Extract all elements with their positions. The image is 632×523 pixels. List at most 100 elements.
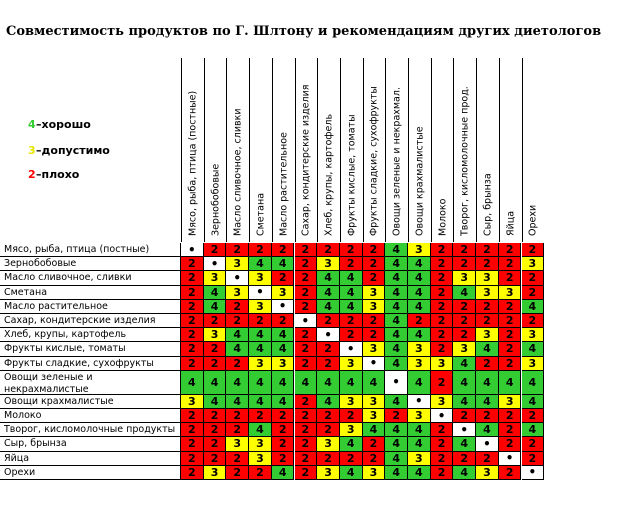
legend-item-bad: 2–плохо (28, 168, 79, 181)
table-cell: 3 (271, 356, 295, 371)
table-cell: 2 (430, 423, 454, 438)
table-cell: 2 (226, 299, 250, 314)
table-cell: 2 (317, 409, 340, 424)
table-cell: 2 (476, 243, 499, 258)
table-cell: 4 (271, 394, 295, 409)
table-cell: 2 (271, 271, 295, 286)
table-cell: 2 (521, 271, 545, 286)
table-cell: • (521, 465, 545, 480)
column-header: Зернобобовые (203, 58, 227, 242)
table-cell: 4 (385, 328, 408, 343)
column-header-label: Хлеб, крупы, картофель (323, 113, 335, 236)
table-cell: 2 (294, 437, 318, 452)
table-cell: 4 (317, 394, 340, 409)
table-cell: 4 (226, 342, 250, 357)
table-cell: 2 (317, 423, 340, 438)
table-cell: 3 (498, 285, 522, 300)
table-cell: 4 (203, 394, 227, 409)
table-cell: 2 (294, 328, 318, 343)
table-cell: • (181, 243, 204, 258)
table-cell: 2 (430, 271, 454, 286)
table-cell: 2 (430, 451, 454, 466)
table-cell: 2 (476, 299, 499, 314)
table-cell: 2 (249, 465, 272, 480)
table-cell: 3 (408, 451, 431, 466)
table-cell: 2 (453, 314, 477, 329)
table-cell: 2 (249, 409, 272, 424)
table-cell: 3 (521, 257, 545, 272)
table-cell: 3 (408, 356, 431, 371)
table-cell: 2 (317, 243, 340, 258)
table-cell: 2 (271, 437, 295, 452)
table-cell: 2 (249, 314, 272, 329)
table-cell: 4 (521, 423, 545, 438)
table-cell: 4 (385, 451, 408, 466)
legend-num: 4 (28, 118, 36, 131)
table-cell: 4 (408, 299, 431, 314)
table-cell: 2 (498, 257, 522, 272)
column-header-label: Сметана (255, 192, 267, 236)
legend-item-good: 4–хорошо (28, 118, 91, 131)
table-cell: 4 (317, 285, 340, 300)
column-header-label: Овощи зеленые и некрахмал. (391, 87, 403, 236)
table-cell: 2 (362, 243, 386, 258)
table-cell: 2 (385, 409, 408, 424)
legend-num: 2 (28, 168, 36, 181)
table-cell: 2 (226, 243, 250, 258)
page-title: Совместимость продуктов по Г. Шлтону и р… (6, 24, 602, 39)
table-cell: 4 (362, 370, 386, 395)
table-cell: 2 (521, 243, 545, 258)
column-header-label: Сахар, кондитерские изделия (300, 84, 312, 236)
table-cell: 4 (453, 356, 477, 371)
table-cell: 4 (385, 257, 408, 272)
table-cell: 3 (476, 465, 499, 480)
table-cell: 4 (339, 465, 363, 480)
table-cell: • (498, 451, 522, 466)
table-cell: 2 (294, 451, 318, 466)
table-cell: 4 (385, 299, 408, 314)
column-header: Масло сливочное, сливки (226, 58, 249, 242)
table-cell: 2 (453, 409, 477, 424)
table-cell: 2 (294, 409, 318, 424)
table-cell: 4 (226, 370, 250, 395)
table-cell: 2 (294, 423, 318, 438)
table-cell: 4 (476, 423, 499, 438)
table-cell: 4 (476, 342, 499, 357)
table-cell: 2 (521, 409, 545, 424)
table-cell: 4 (339, 437, 363, 452)
table-cell: 2 (181, 257, 204, 272)
table-cell: 4 (408, 370, 431, 395)
column-header-label: Мясо, рыба, птица (постные) (187, 90, 199, 236)
table-cell: 2 (453, 328, 477, 343)
table-cell: 4 (453, 394, 477, 409)
table-cell: 4 (385, 285, 408, 300)
table-cell: • (408, 394, 431, 409)
table-cell: 2 (430, 314, 454, 329)
table-cell: 3 (203, 328, 227, 343)
table-cell: 2 (476, 257, 499, 272)
legend-text: –хорошо (36, 118, 91, 131)
table-cell: 2 (453, 451, 477, 466)
table-cell: 2 (294, 285, 318, 300)
table-cell: 4 (271, 370, 295, 395)
table-cell: 2 (476, 409, 499, 424)
table-cell: 2 (498, 465, 522, 480)
table-cell: 3 (362, 285, 386, 300)
table-cell: 2 (430, 243, 454, 258)
table-cell: 2 (226, 451, 250, 466)
table-cell: 3 (339, 356, 363, 371)
column-header: Сыр, брынза (476, 58, 499, 242)
table-cell: 2 (339, 314, 363, 329)
table-cell: 2 (498, 271, 522, 286)
table-cell: 2 (294, 257, 318, 272)
table-cell: 2 (317, 314, 340, 329)
table-cell: 4 (408, 257, 431, 272)
table-cell: 2 (498, 243, 522, 258)
table-cell: 2 (294, 356, 318, 371)
table-cell: 4 (339, 271, 363, 286)
table-cell: 4 (385, 314, 408, 329)
table-cell: 4 (385, 342, 408, 357)
table-cell: 2 (203, 356, 227, 371)
table-cell: 2 (181, 271, 204, 286)
table-cell: 3 (362, 342, 386, 357)
